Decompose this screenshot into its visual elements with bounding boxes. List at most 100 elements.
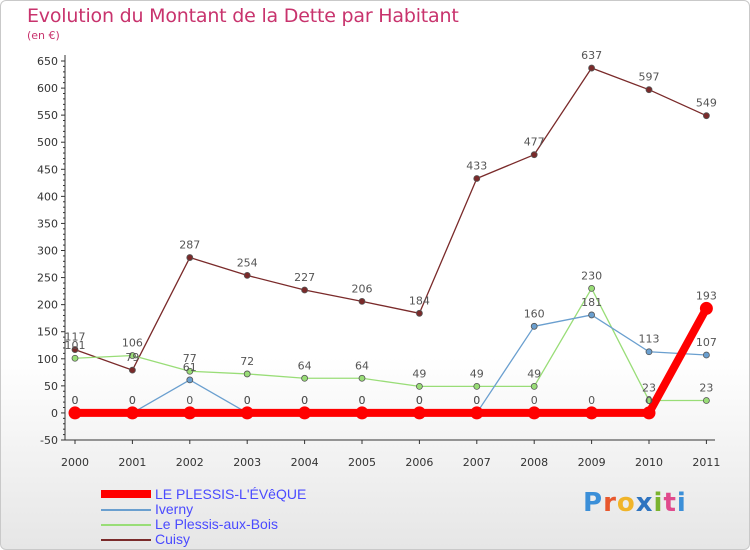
data-label: 193 — [696, 289, 717, 302]
data-point — [699, 301, 713, 315]
y-tick-label: 400 — [37, 190, 58, 203]
logo-letter: t — [663, 488, 677, 518]
legend-swatch — [101, 524, 151, 526]
data-labels: 117 79 287 254 227 206 184 433 477 637 597 549 101 10… — [65, 49, 717, 407]
logo-letter: o — [616, 488, 636, 518]
data-label: 0 — [244, 394, 251, 407]
data-label: 77 — [183, 352, 197, 365]
data-point — [703, 351, 710, 359]
data-point — [412, 406, 426, 420]
data-label: 549 — [696, 97, 717, 110]
data-point — [71, 354, 79, 362]
data-label: 230 — [581, 269, 602, 282]
data-label: 49 — [470, 367, 484, 380]
logo-letter: x — [635, 488, 654, 518]
x-tick-label: 2009 — [578, 456, 606, 469]
data-label: 113 — [639, 333, 660, 346]
data-label: 181 — [581, 296, 602, 309]
x-tick-label: 2008 — [520, 456, 548, 469]
data-label: 433 — [466, 159, 487, 172]
data-point — [645, 397, 653, 404]
data-point — [358, 297, 366, 305]
y-tick-label: 550 — [37, 109, 58, 122]
data-label: 254 — [237, 256, 258, 269]
legend-label: Cuisy — [155, 531, 191, 547]
data-label: 49 — [412, 367, 426, 380]
x-tick-label: 2000 — [61, 456, 89, 469]
y-tick-label: 300 — [37, 245, 58, 258]
data-label: 0 — [416, 394, 423, 407]
data-point — [186, 367, 194, 375]
data-point — [530, 151, 538, 159]
data-label: 0 — [72, 394, 79, 407]
data-point — [301, 374, 309, 382]
data-point — [588, 64, 595, 72]
data-label: 61 — [183, 361, 197, 374]
y-tick-label: 650 — [37, 55, 58, 68]
data-point — [585, 406, 599, 420]
data-label: 0 — [588, 394, 595, 407]
data-point — [358, 374, 366, 382]
data-point — [186, 376, 194, 384]
y-tick-label: 50 — [44, 380, 58, 393]
data-label: 23 — [642, 381, 656, 394]
series-line — [75, 306, 710, 417]
data-point — [415, 382, 423, 390]
data-label: 0 — [129, 394, 136, 407]
data-label: 0 — [72, 394, 79, 407]
y-tick-label: 500 — [37, 136, 58, 149]
y-tick-label: 0 — [51, 407, 58, 420]
data-label: 0 — [646, 394, 653, 407]
x-tick-label: 2011 — [692, 456, 720, 469]
data-point — [298, 406, 312, 420]
chart-title: Evolution du Montant de la Dette par Hab… — [27, 5, 459, 27]
data-point — [183, 406, 197, 420]
y-tick-label: 250 — [37, 272, 58, 285]
data-label: 287 — [179, 239, 200, 252]
data-point — [128, 352, 136, 359]
x-tick-label: 2004 — [291, 456, 319, 469]
data-point — [473, 382, 481, 390]
legend-swatch — [101, 490, 151, 498]
x-tick-label: 2002 — [176, 456, 204, 469]
data-label: 0 — [359, 394, 366, 407]
series-line — [74, 67, 707, 371]
data-label: 477 — [524, 136, 545, 149]
data-label: 64 — [355, 359, 369, 372]
data-point — [128, 366, 136, 374]
data-label: 0 — [129, 394, 136, 407]
x-tick-label: 2010 — [635, 456, 663, 469]
data-label: 597 — [639, 71, 660, 84]
logo-letter: r — [603, 488, 617, 518]
data-point — [243, 370, 251, 378]
data-label: 23 — [699, 381, 713, 394]
data-point — [642, 406, 656, 420]
series-line — [75, 314, 707, 414]
series-line — [74, 287, 707, 402]
data-point — [68, 406, 82, 420]
series-points — [68, 64, 713, 420]
data-label: 106 — [122, 337, 143, 350]
data-label: 227 — [294, 271, 315, 284]
legend-swatch — [101, 509, 151, 511]
data-label: 160 — [524, 307, 545, 320]
proxiti-logo: Proxiti — [583, 488, 687, 518]
x-tick-label: 2001 — [118, 456, 146, 469]
axes: -50 0 50 100 150 200 250 300 350 400 450 500 550 600 6… — [37, 55, 720, 469]
y-tick-label: 350 — [37, 217, 58, 230]
data-point — [470, 406, 484, 420]
y-tick-label: 100 — [37, 353, 58, 366]
data-point — [355, 406, 369, 420]
data-point — [186, 254, 194, 261]
data-point — [703, 397, 710, 404]
data-label: 0 — [473, 394, 480, 407]
data-point — [125, 406, 139, 420]
y-tick-label: 150 — [37, 326, 58, 339]
y-tick-label: 200 — [37, 299, 58, 312]
logo-letter: i — [676, 488, 687, 518]
legend-label: Le Plessis-aux-Bois — [155, 516, 278, 532]
data-label: 0 — [186, 394, 193, 407]
data-label: 0 — [473, 394, 480, 407]
